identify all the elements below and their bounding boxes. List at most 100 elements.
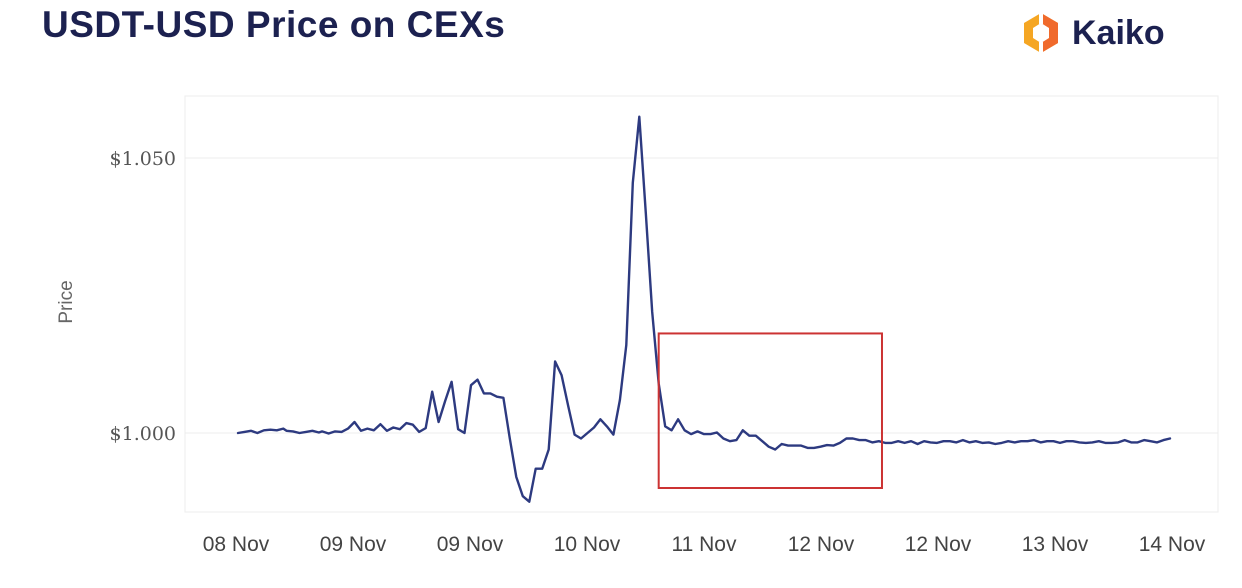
data-point-129 <box>1065 440 1067 442</box>
data-point-75 <box>716 431 718 433</box>
data-point-119 <box>1001 442 1003 444</box>
data-point-81 <box>755 435 757 437</box>
data-point-13 <box>318 431 320 433</box>
data-point-1 <box>243 431 245 433</box>
data-point-32 <box>437 421 439 423</box>
data-points <box>237 116 1171 503</box>
data-point-98 <box>865 439 867 441</box>
data-point-28 <box>412 424 414 426</box>
data-point-44 <box>515 476 517 478</box>
data-point-142 <box>1149 440 1151 442</box>
data-point-16 <box>334 430 336 432</box>
data-point-132 <box>1085 442 1087 444</box>
y-axis-ticks: $1.000 $1.050 <box>110 148 176 445</box>
kaiko-logo-icon <box>1024 12 1058 54</box>
data-point-116 <box>981 442 983 444</box>
series-line <box>236 115 1172 503</box>
data-point-84 <box>774 448 776 450</box>
data-point-130 <box>1072 440 1074 442</box>
data-point-23 <box>379 423 381 425</box>
data-point-94 <box>839 442 841 444</box>
data-point-111 <box>949 440 951 442</box>
x-tick-label-2: 09 Nov <box>437 533 504 556</box>
x-tick-label-3: 10 Nov <box>554 533 621 556</box>
data-point-71 <box>690 433 692 435</box>
x-tick-label-6: 12 Nov <box>905 533 972 556</box>
data-point-100 <box>878 440 880 442</box>
data-point-64 <box>645 212 647 214</box>
data-point-14 <box>321 430 323 432</box>
data-point-68 <box>670 429 672 431</box>
data-point-89 <box>806 447 808 449</box>
data-point-115 <box>975 440 977 442</box>
gridlines <box>185 157 1218 434</box>
data-point-131 <box>1078 441 1080 443</box>
data-point-128 <box>1059 442 1061 444</box>
data-point-61 <box>625 344 627 346</box>
data-point-38 <box>476 378 478 380</box>
data-point-33 <box>444 400 446 402</box>
data-point-9 <box>292 430 294 432</box>
data-point-70 <box>683 429 685 431</box>
data-point-69 <box>677 418 679 420</box>
data-point-40 <box>489 392 491 394</box>
data-point-43 <box>509 437 511 439</box>
data-point-90 <box>813 447 815 449</box>
data-point-138 <box>1123 439 1125 441</box>
data-point-85 <box>780 443 782 445</box>
data-point-74 <box>709 433 711 435</box>
data-point-97 <box>858 439 860 441</box>
data-point-73 <box>703 433 705 435</box>
data-point-51 <box>560 374 562 376</box>
data-point-82 <box>761 440 763 442</box>
data-point-105 <box>910 440 912 442</box>
data-point-87 <box>793 444 795 446</box>
data-point-103 <box>897 440 899 442</box>
data-point-36 <box>463 432 465 434</box>
brand-logo: Kaiko <box>1018 10 1165 56</box>
data-point-143 <box>1156 441 1158 443</box>
x-tick-label-7: 13 Nov <box>1022 533 1089 556</box>
data-point-122 <box>1020 440 1022 442</box>
data-point-8 <box>285 430 287 432</box>
data-point-35 <box>457 428 459 430</box>
data-point-118 <box>994 443 996 445</box>
data-point-72 <box>696 430 698 432</box>
data-point-96 <box>852 437 854 439</box>
data-point-80 <box>748 435 750 437</box>
data-point-34 <box>450 381 452 383</box>
data-point-54 <box>580 437 582 439</box>
data-point-30 <box>424 427 426 429</box>
data-point-136 <box>1111 442 1113 444</box>
data-point-24 <box>386 430 388 432</box>
plot-area: $1.000 $1.050 08 Nov 09 Nov 09 Nov 10 Nov 11 … <box>56 95 1219 556</box>
data-point-55 <box>586 432 588 434</box>
data-point-47 <box>535 468 537 470</box>
data-point-140 <box>1136 441 1138 443</box>
data-point-106 <box>916 443 918 445</box>
data-point-37 <box>470 384 472 386</box>
data-point-63 <box>638 116 640 118</box>
data-point-121 <box>1013 441 1015 443</box>
x-tick-label-4: 11 Nov <box>672 533 737 556</box>
data-point-141 <box>1143 439 1145 441</box>
data-point-133 <box>1091 441 1093 443</box>
data-point-18 <box>347 427 349 429</box>
y-tick-label-1: $1.050 <box>110 148 176 170</box>
data-point-102 <box>890 442 892 444</box>
data-point-5 <box>269 429 271 431</box>
data-point-12 <box>311 430 313 432</box>
data-point-29 <box>418 431 420 433</box>
data-point-125 <box>1039 441 1041 443</box>
data-point-117 <box>988 441 990 443</box>
data-point-113 <box>962 439 964 441</box>
chart-title: USDT-USD Price on CEXs <box>42 4 506 45</box>
data-point-124 <box>1033 439 1035 441</box>
data-point-48 <box>541 468 543 470</box>
data-point-7 <box>282 427 284 429</box>
data-point-83 <box>768 446 770 448</box>
data-point-67 <box>664 425 666 427</box>
x-tick-label-8: 14 Nov <box>1139 533 1206 556</box>
data-point-112 <box>955 441 957 443</box>
x-tick-label-1: 09 Nov <box>320 533 387 556</box>
